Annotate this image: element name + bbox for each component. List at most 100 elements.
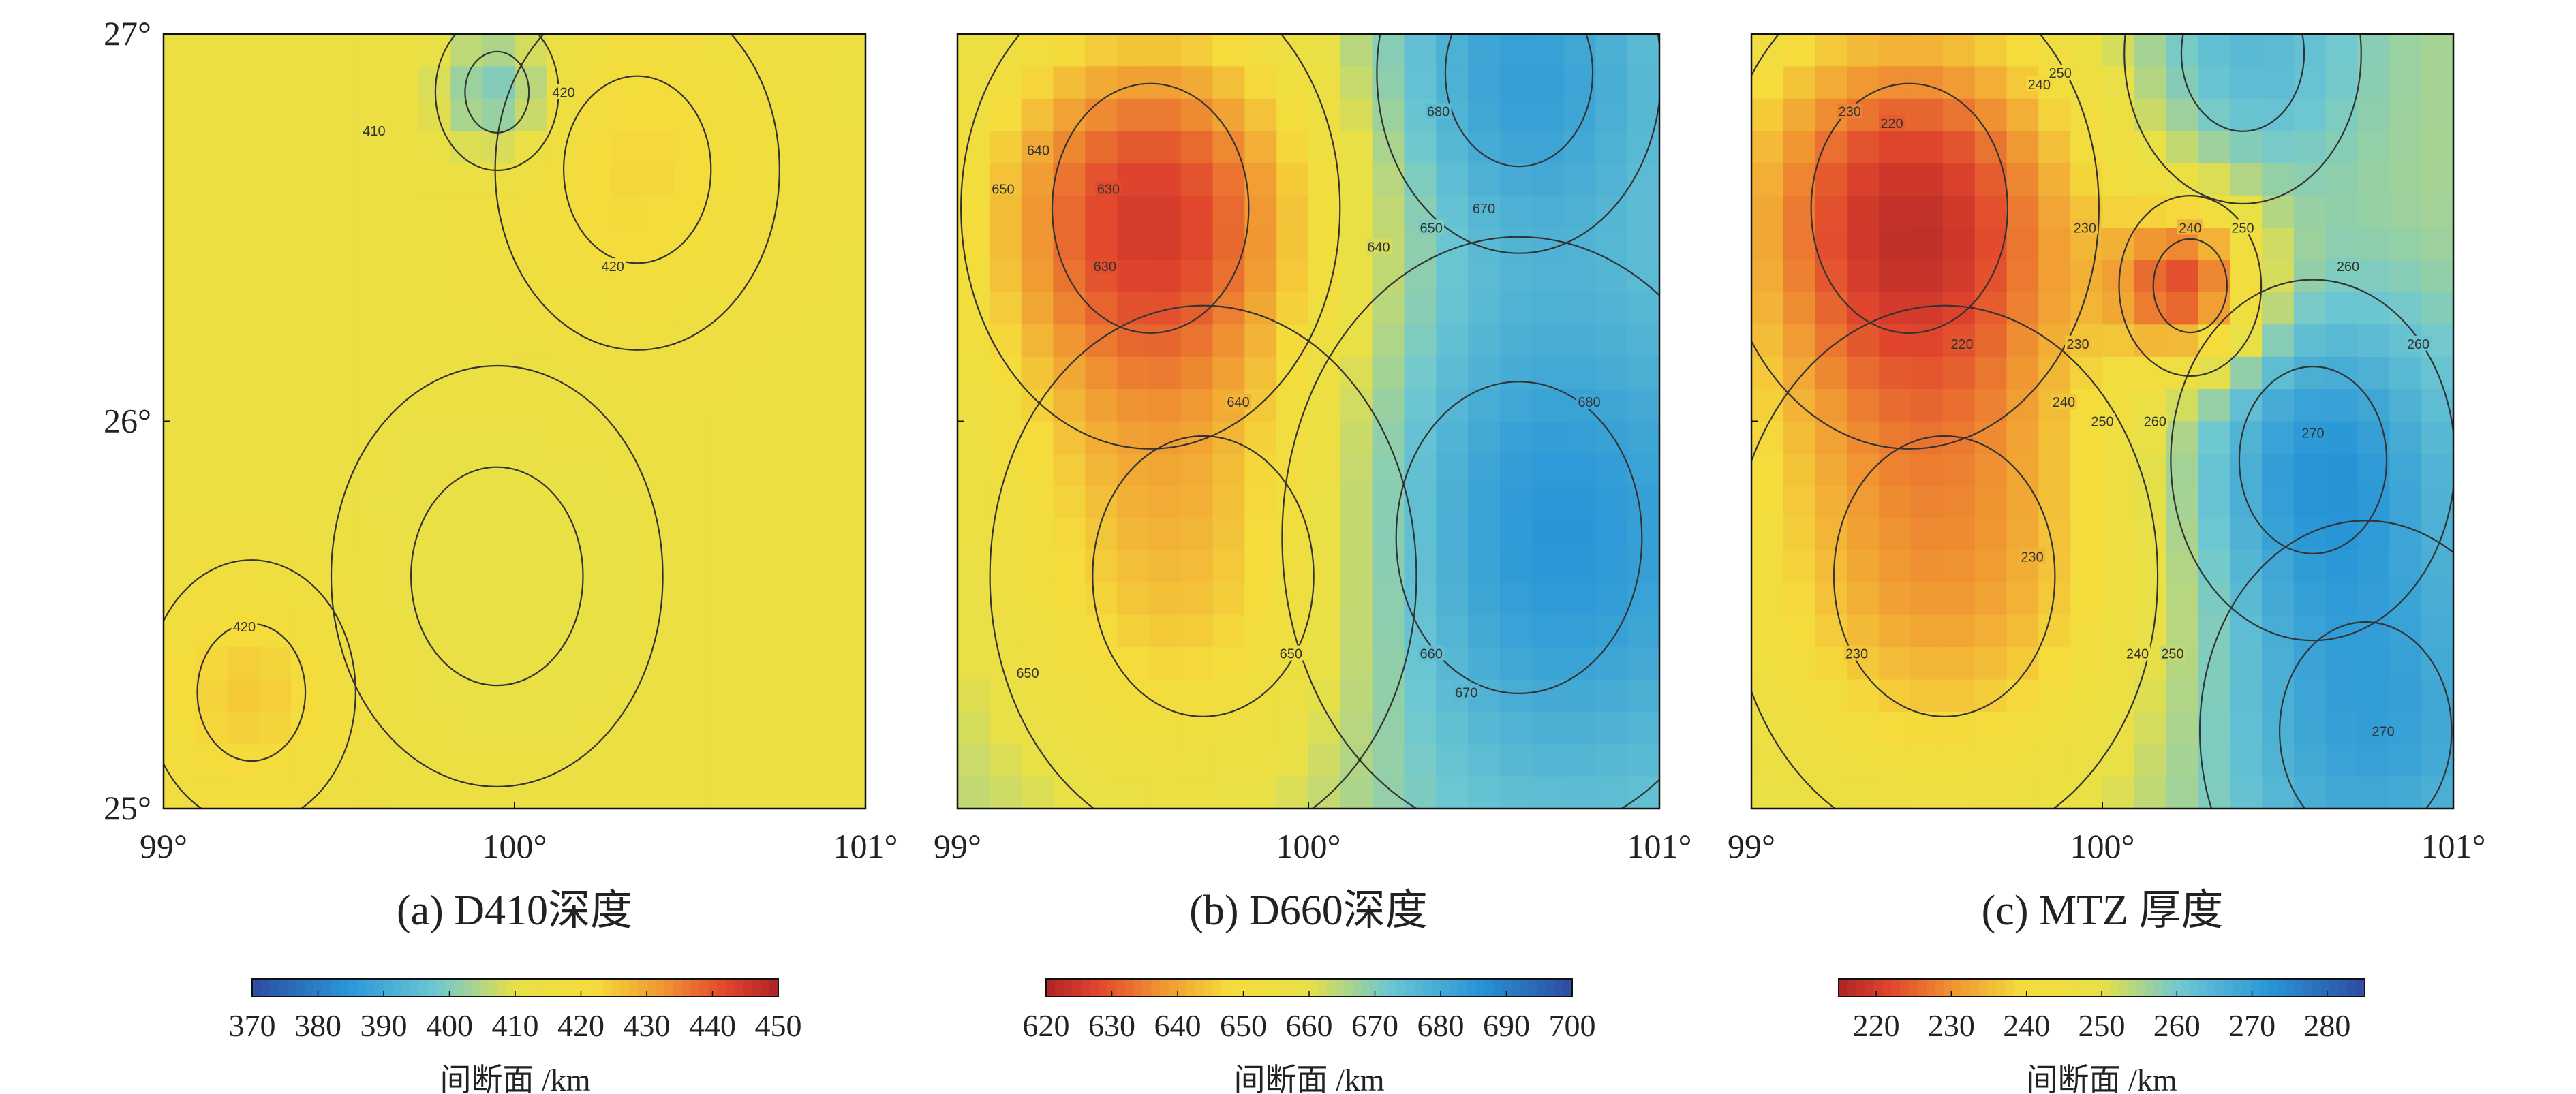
heatmap-cell [1053,744,1086,777]
heatmap-cell [2293,550,2327,583]
heatmap-cell [1117,614,1150,648]
heatmap-cell [1627,486,1660,519]
heatmap-cell [195,679,228,713]
heatmap-cell [2102,356,2135,390]
heatmap-cell [2325,98,2359,131]
heatmap-cell [1531,228,1565,261]
heatmap-cell [2006,260,2039,293]
heatmap-cell [1499,679,1533,713]
heatmap-cell [1942,228,1976,261]
heatmap-cell [957,34,990,67]
heatmap-cell [1563,131,1596,164]
heatmap-cell [578,776,611,809]
heatmap-cell [1117,195,1150,228]
colorbar-segment [647,979,656,997]
heatmap-cell [259,389,292,422]
heatmap-cell [1974,356,2008,390]
heatmap-cell [737,163,771,196]
heatmap-cell [323,550,356,583]
heatmap-cell [354,453,388,486]
heatmap-cell [2006,776,2039,809]
heatmap-cell [1974,776,2008,809]
contour-label-bg [1092,258,1118,274]
heatmap-cell [291,744,324,777]
colorbar-segment [559,979,568,997]
heatmap-cell [1911,34,1944,67]
heatmap-cell [989,324,1022,358]
heatmap-cell [769,421,802,454]
heatmap-cell [801,453,834,486]
heatmap-cell [1340,647,1373,681]
heatmap-cell [674,582,707,616]
heatmap-cell [1751,98,1784,131]
colorbar-segment [620,979,630,997]
heatmap-cell [1595,647,1628,681]
colorbar-segment [1882,979,1892,997]
heatmap-cell [833,324,866,358]
heatmap-cell [2134,34,2167,67]
heatmap-cell [610,292,643,325]
heatmap-cell [1276,453,1309,486]
contour-label-bg [1025,142,1052,157]
heatmap-cell [386,647,420,681]
heatmap-cell [291,260,324,293]
heatmap-cell [2102,776,2135,809]
heatmap-cell [1021,614,1054,648]
heatmap-cell [2421,98,2454,131]
heatmap-cell [1244,260,1277,293]
colorbar-segment [1116,979,1126,997]
heatmap-cell [482,34,515,67]
colorbar-segment [708,979,718,997]
heatmap-cell [1499,744,1533,777]
heatmap-cell [674,421,707,454]
heatmap-cell [482,421,515,454]
contour-line [2279,621,2453,809]
heatmap-cell [1942,98,1976,131]
heatmap-cell [1021,518,1054,551]
heatmap-cell [546,582,579,616]
heatmap-cell [1148,776,1182,809]
heatmap-cell [1340,518,1373,551]
heatmap-cell [705,518,739,551]
heatmap-cell [1879,131,1912,164]
heatmap-cell [642,421,675,454]
heatmap-cell [801,356,834,390]
heatmap-cell [386,131,420,164]
heatmap-cell [642,776,675,809]
heatmap-cell [2293,356,2327,390]
heatmap-cell [737,66,771,99]
heatmap-cell [2070,98,2103,131]
heatmap-cell [1212,356,1245,390]
heatmap-cell [674,163,707,196]
heatmap-cell [1879,292,1912,325]
contour-label-bg [1425,103,1452,119]
contour-label: 240 [2179,221,2201,236]
heatmap-cell [1372,711,1405,745]
colorbar-tick-label: 650 [1220,1008,1267,1043]
heatmap-cell [833,66,866,99]
heatmap-cell [1499,486,1533,519]
heatmap-cell [642,453,675,486]
heatmap-cell [2230,744,2263,777]
heatmap-cell [833,228,866,261]
heatmap-cell [2293,647,2327,681]
contour-line [1051,82,1250,334]
contour-line [1810,82,2009,334]
heatmap-cell [354,356,388,390]
heatmap-cell [450,324,483,358]
contour-label-bg [990,181,1016,196]
panel-caption: (c) MTZ 厚度 [1982,888,2224,934]
heatmap-cell [1180,550,1214,583]
heatmap-cell [578,163,611,196]
colorbar-segment [1441,979,1450,997]
heatmap-cell [1531,453,1565,486]
heatmap-cell [1340,421,1373,454]
heatmap-cell [2293,518,2327,551]
colorbar-segment [1151,979,1161,997]
heatmap-cell [354,582,388,616]
heatmap-cell [2102,195,2135,228]
contour-label: 270 [2372,724,2394,739]
heatmap-cell [2325,550,2359,583]
heatmap-cell [354,260,388,293]
contour-label: 680 [1427,105,1450,120]
